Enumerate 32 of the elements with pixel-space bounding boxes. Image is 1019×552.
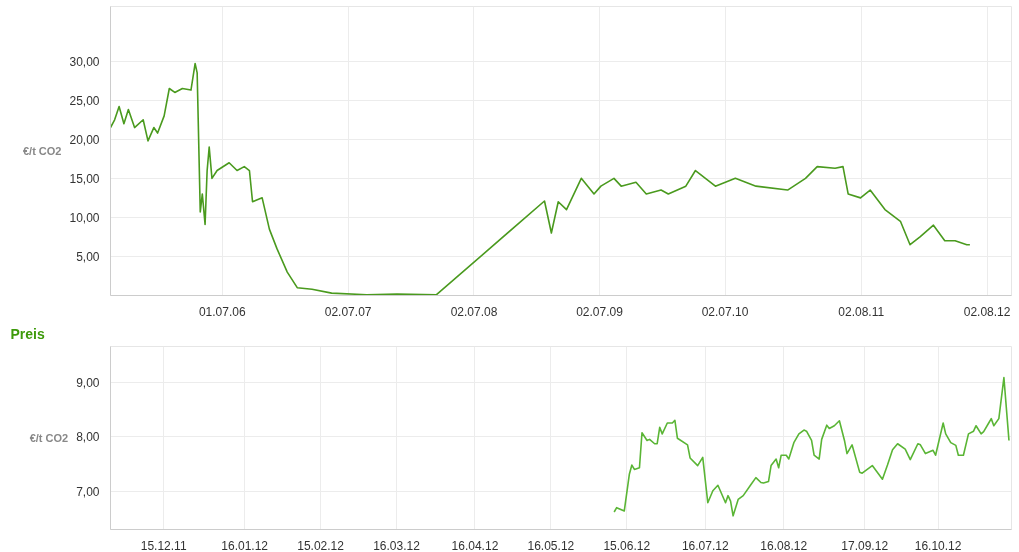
y-tick-label: 30,00 [69,54,100,69]
chart-title: Preis [10,325,45,342]
x-tick-label: 16.05.12 [527,538,575,552]
x-tick-label: 02.08.12 [963,304,1011,319]
x-tick-label: 15.06.12 [603,538,651,552]
x-tick-label: 16.07.12 [681,538,729,552]
y-tick-label: 7,00 [76,484,100,499]
line-series [110,62,971,296]
y-axis-title: €/t CO2 [29,432,69,444]
x-tick-label: 15.02.12 [297,538,345,552]
x-tick-label: 01.07.06 [198,304,246,319]
x-tick-label: 16.08.12 [760,538,808,552]
y-tick-label: 15,00 [69,171,100,186]
y-tick-label: 8,00 [76,430,100,445]
y-tick-label: 20,00 [69,132,100,147]
x-tick-label: 17.09.12 [841,538,889,552]
x-tick-label: 02.07.09 [576,304,624,319]
y-axis-title: €/t CO2 [22,145,62,157]
x-tick-label: 16.03.12 [373,538,421,552]
y-tick-label: 5,00 [76,249,100,264]
y-tick-label: 9,00 [76,375,100,390]
x-tick-label: 15.12.11 [140,538,187,552]
x-tick-label: 16.01.12 [221,538,269,552]
y-tick-label: 25,00 [69,93,100,108]
y-tick-label: 10,00 [69,210,100,225]
x-tick-label: 02.07.10 [701,304,749,319]
x-tick-label: 02.08.11 [838,304,885,319]
x-tick-label: 02.07.08 [450,304,498,319]
x-tick-label: 02.07.07 [324,304,372,319]
x-tick-label: 16.10.12 [914,538,962,552]
x-tick-label: 16.04.12 [451,538,499,552]
line-series [613,376,1010,517]
